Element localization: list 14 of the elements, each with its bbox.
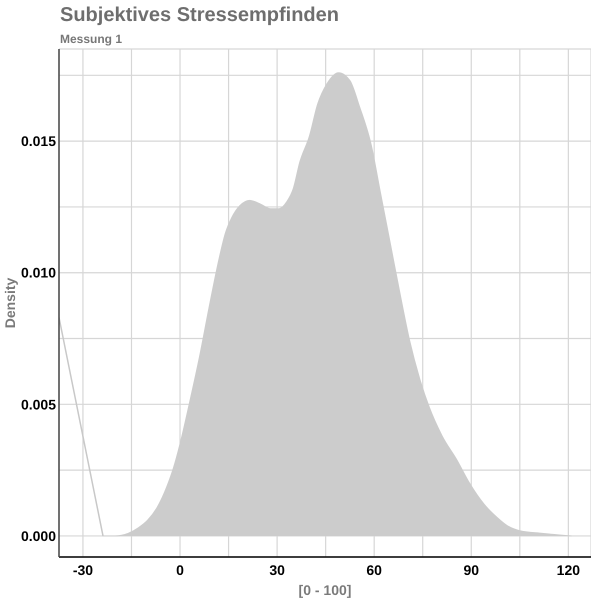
y-axis-title: Density (2, 278, 18, 328)
y-tick-label: 0.005 (20, 396, 56, 412)
x-tick-label: 60 (366, 562, 382, 578)
x-tick-label: 90 (463, 562, 480, 578)
chart-subtitle: Messung 1 (60, 31, 122, 47)
chart-title: Subjektives Stressempfinden (60, 3, 339, 27)
y-tick-label: 0.000 (20, 528, 56, 544)
x-tick-label: 0 (176, 562, 184, 578)
x-tick-label: 30 (269, 562, 286, 578)
x-tick-label: 120 (556, 562, 580, 578)
y-tick-label: 0.015 (20, 133, 56, 150)
x-tick-label: -30 (72, 562, 94, 578)
x-axis-title: [0 - 100] (298, 582, 352, 598)
y-tick-label: 0.010 (20, 264, 56, 281)
